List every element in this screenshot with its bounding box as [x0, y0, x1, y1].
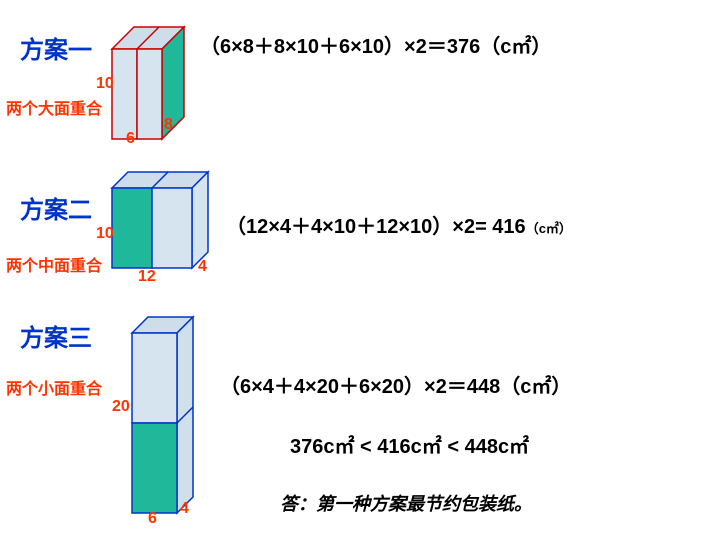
scheme3-dim-d: 4 — [180, 500, 189, 518]
scheme3-formula: （6×4＋4×20＋6×20）×2＝448（c㎡） — [220, 370, 571, 399]
scheme1-dim-h: 10 — [96, 75, 114, 93]
scheme2-cuboid — [110, 170, 210, 270]
scheme1-overlap: 两个大面重合 — [6, 95, 102, 119]
scheme1-formula: （6×8＋8×10＋6×10）×2＝376（c㎡） — [200, 30, 551, 59]
scheme2-dim-h: 10 — [96, 225, 114, 243]
scheme3-cuboid — [130, 315, 195, 515]
scheme1-dim-d: 8 — [164, 116, 173, 134]
scheme2-formula: （12×4＋4×10＋12×10）×2= 416（c㎡） — [226, 210, 572, 239]
scheme3-dim-w: 6 — [148, 510, 157, 528]
comparison-text: 376c㎡ < 416c㎡ < 448c㎡ — [290, 430, 529, 459]
scheme2-dim-d: 4 — [198, 258, 207, 276]
scheme3-label: 方案三 — [20, 318, 92, 353]
scheme2-overlap: 两个中面重合 — [6, 252, 102, 276]
scheme1-dim-w: 6 — [126, 130, 135, 148]
scheme3-overlap: 两个小面重合 — [6, 375, 102, 399]
scheme2-formula-unit: （c㎡） — [526, 221, 572, 236]
scheme2-dim-w: 12 — [138, 268, 156, 286]
scheme2-label: 方案二 — [20, 190, 92, 225]
scheme2-formula-main: （12×4＋4×10＋12×10）×2= 416 — [226, 216, 526, 238]
scheme1-label: 方案一 — [20, 30, 92, 65]
answer-text: 答：第一种方案最节约包装纸。 — [280, 490, 532, 516]
scheme3-dim-h: 20 — [112, 398, 130, 416]
scheme1-cuboid — [110, 25, 186, 141]
